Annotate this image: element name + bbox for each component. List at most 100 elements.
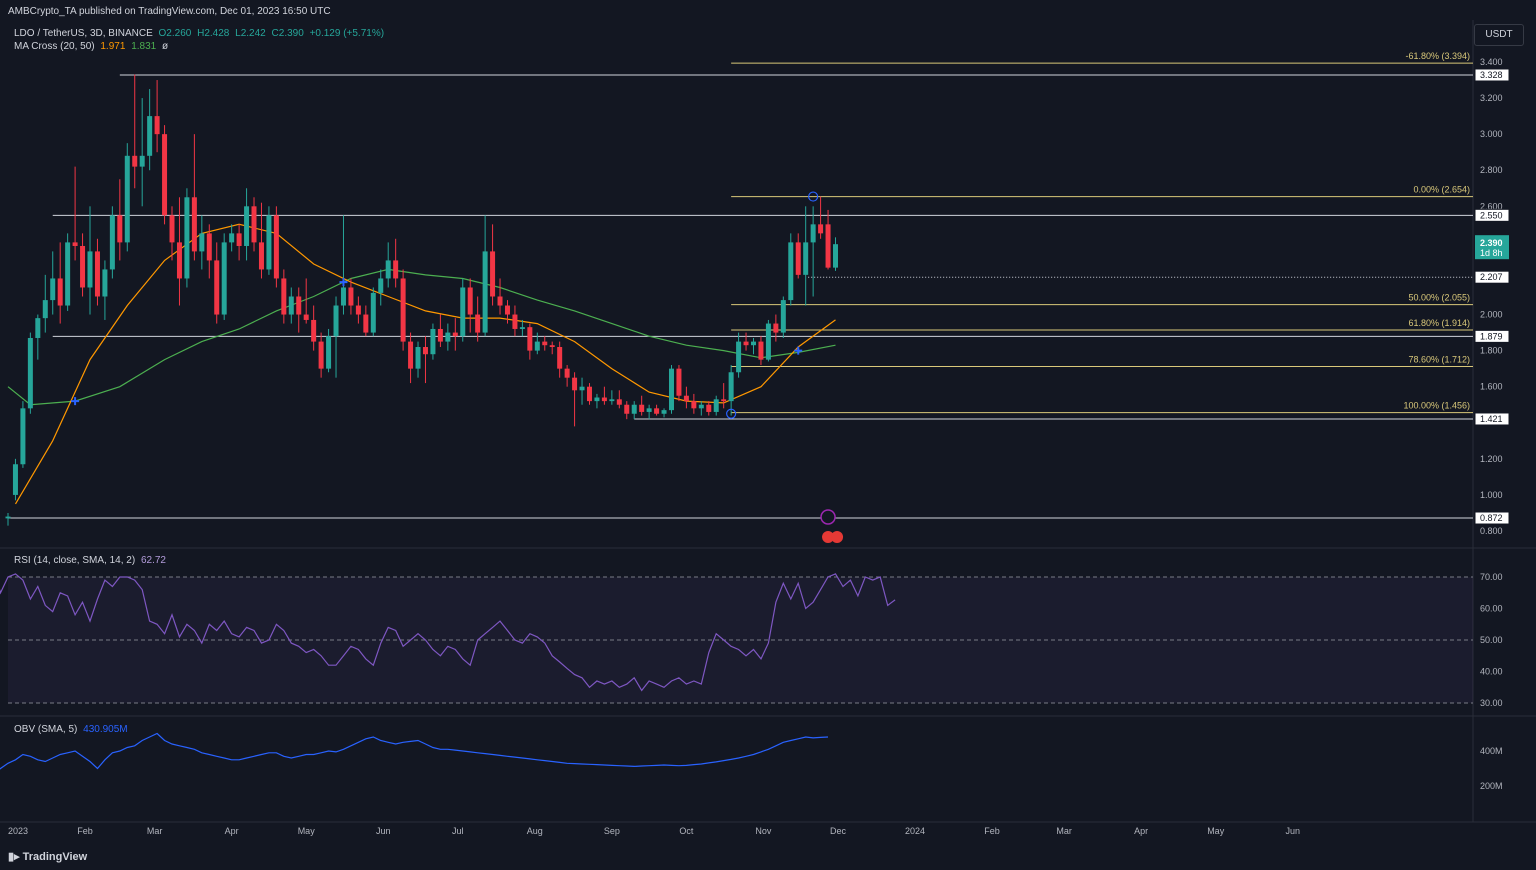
candle-body (162, 134, 168, 216)
candle-body (266, 215, 272, 270)
candle-body (534, 341, 540, 351)
candle-body (176, 242, 182, 279)
price-level-badge (1474, 511, 1510, 525)
candle-body (139, 155, 145, 167)
candle-body (564, 368, 570, 378)
candle-body (385, 260, 391, 279)
price-axis-tick: 3.000 (1480, 129, 1503, 139)
candle-body (72, 242, 78, 246)
rsi-value: 62.72 (140, 555, 166, 566)
candle-body (452, 332, 458, 337)
candle-body (258, 242, 264, 270)
candle-body (355, 305, 361, 315)
fib-level-label: -61.80% (3.394) (1405, 51, 1470, 61)
event-flash-icon (820, 509, 836, 525)
candle-body (557, 347, 563, 369)
fib-level-label: 100.00% (1.456) (1403, 401, 1470, 411)
candle-body (422, 347, 428, 355)
candle-body (348, 287, 354, 306)
candle-body (542, 341, 548, 346)
price-level-label: 2.207 (1480, 272, 1503, 282)
time-axis-tick: Jun (1285, 826, 1300, 836)
candle-body (20, 408, 26, 465)
candle-body (803, 242, 809, 275)
candle-body (154, 116, 160, 135)
price-level-label: 2.550 (1480, 210, 1503, 220)
candle-body (5, 516, 11, 519)
symbol-ohlc-line: LDO / TetherUS, 3D, BINANCE O2.260 H2.42… (14, 28, 387, 39)
candle-body (281, 278, 287, 315)
brand-name: TradingView (22, 851, 88, 863)
candle-body (624, 404, 630, 414)
fib-level-label: 0.00% (2.654) (1413, 185, 1470, 195)
candle-body (393, 260, 399, 279)
candle-body (42, 300, 48, 319)
candle-body (214, 260, 220, 315)
tradingview-logo-icon: ▮▸ (8, 851, 23, 863)
candle-body (594, 397, 600, 402)
candle-body (698, 404, 704, 409)
candle-body (437, 328, 443, 342)
obv-label: OBV (SMA, 5) (14, 724, 78, 735)
candle-body (184, 197, 190, 279)
ma50-line (7, 268, 836, 406)
candle-body (169, 215, 175, 243)
candle-body (527, 327, 533, 351)
price-level-badge (1474, 329, 1510, 343)
last-price-label: 2.390 (1480, 238, 1503, 248)
candle-body (490, 251, 496, 297)
ma-cross-marker (794, 346, 803, 355)
ma-cross-marker (71, 397, 80, 406)
candle-body (631, 404, 637, 414)
time-axis-tick: Feb (984, 826, 1000, 836)
ma20-line (14, 223, 836, 505)
obv-axis-tick: 400M (1480, 746, 1503, 756)
candle-body (57, 278, 63, 306)
currency-button[interactable]: USDT (1474, 24, 1524, 46)
candle-body (661, 410, 667, 414)
candle-body (795, 242, 801, 275)
candle-body (497, 296, 503, 306)
candle-body (229, 233, 235, 243)
rsi-axis-tick: 40.00 (1480, 667, 1503, 677)
time-axis-tick: 2024 (905, 826, 925, 836)
candle-body (460, 287, 466, 337)
price-level-label: 1.879 (1480, 331, 1503, 341)
open-value: O2.260 (158, 28, 192, 39)
candle-body (65, 242, 71, 306)
candle-body (318, 341, 324, 369)
candle-body (408, 341, 414, 369)
candle-body (199, 233, 205, 252)
candle-body (35, 318, 41, 338)
candle-body (467, 287, 473, 315)
price-level-label: 0.872 (1480, 513, 1503, 523)
candle-body (676, 368, 682, 396)
time-axis-tick: Oct (679, 826, 694, 836)
candle-body (80, 245, 86, 288)
price-axis-tick: 2.000 (1480, 310, 1503, 320)
candle-body (758, 341, 764, 360)
obv-value: 430.905M (83, 724, 128, 735)
time-axis-tick: Jun (376, 826, 391, 836)
price-axis-tick: 1.000 (1480, 490, 1503, 500)
bar-countdown-label: 1d 8h (1480, 248, 1503, 258)
candle-body (833, 244, 839, 268)
candle-body (102, 269, 108, 297)
price-axis-tick: 1.800 (1480, 346, 1503, 356)
time-axis-tick: Sep (604, 826, 620, 836)
time-axis-tick: Mar (147, 826, 163, 836)
candle-body (445, 332, 451, 342)
candle-body (236, 233, 242, 246)
low-value: L2.242 (235, 28, 266, 39)
ma-legend: MA Cross (20, 50) 1.971 1.831 ø (14, 41, 171, 52)
candle-body (586, 386, 592, 402)
time-axis-tick: Aug (527, 826, 543, 836)
candle-body (370, 292, 376, 333)
candle-body (400, 278, 406, 342)
candle-body (683, 395, 689, 402)
candle-body (549, 345, 555, 348)
swing-circle-marker (808, 191, 819, 202)
candle-body (87, 251, 93, 288)
economic-event-icon (831, 531, 844, 543)
